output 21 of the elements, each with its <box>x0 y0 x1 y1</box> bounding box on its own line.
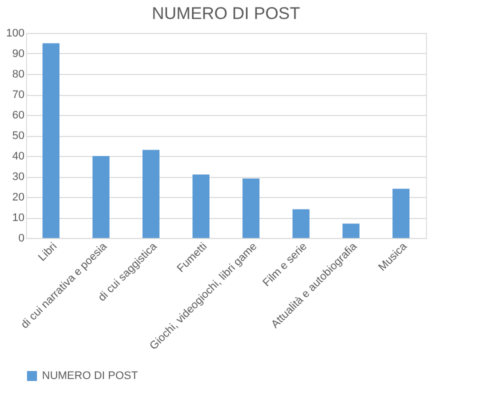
y-tick-label: 30 <box>12 171 24 183</box>
bar <box>242 178 260 238</box>
bar <box>142 150 160 238</box>
bar <box>42 43 60 238</box>
y-tick-label: 80 <box>12 68 24 80</box>
y-tick-label: 50 <box>12 130 24 142</box>
bar <box>92 156 110 238</box>
bar <box>342 224 360 238</box>
y-tick-label: 20 <box>12 192 24 204</box>
bar <box>292 209 310 238</box>
bar <box>192 174 210 238</box>
y-tick-label: 10 <box>12 212 24 224</box>
y-tick-label: 40 <box>12 150 24 162</box>
y-tick-label: 70 <box>12 89 24 101</box>
y-tick-label: 100 <box>6 28 24 40</box>
y-tick-label: 0 <box>18 232 24 244</box>
bar <box>392 188 410 238</box>
chart-title: NUMERO DI POST <box>152 4 300 23</box>
legend-label: NUMERO DI POST <box>42 370 138 382</box>
y-tick-label: 90 <box>12 48 24 60</box>
y-tick-label: 60 <box>12 110 24 122</box>
